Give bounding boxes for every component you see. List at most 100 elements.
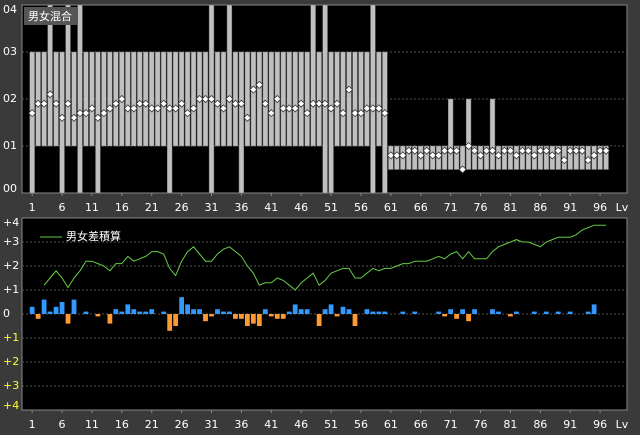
marker [327, 104, 336, 113]
marker [225, 94, 234, 104]
range-bar [113, 51, 119, 147]
diff-bar [412, 311, 418, 314]
marker [303, 109, 312, 118]
diff-bar [466, 314, 471, 322]
marker [440, 146, 449, 155]
diff-bar [328, 304, 334, 314]
marker [446, 146, 455, 155]
diff-bar [250, 314, 256, 324]
range-bar [59, 51, 65, 194]
x-tick-label: 86 [533, 201, 547, 214]
range-bar [424, 145, 430, 170]
range-bar [184, 51, 191, 147]
marker [332, 99, 342, 108]
diff-bar [364, 309, 370, 314]
x-tick-label: 1 [29, 418, 36, 431]
range-bar [161, 51, 167, 147]
range-bar [83, 51, 89, 147]
marker [273, 94, 282, 104]
marker [297, 99, 306, 108]
marker [135, 99, 144, 108]
marker [87, 104, 97, 113]
range-bar [501, 145, 508, 170]
marker [99, 109, 108, 118]
range-bar [322, 4, 328, 194]
x-tick-label: 61 [384, 201, 398, 214]
x-tick-label: 71 [444, 418, 458, 431]
y-tick-label: +3 [3, 235, 19, 248]
marker [93, 113, 102, 122]
range-bar [238, 51, 245, 194]
marker [602, 146, 611, 155]
range-bar [41, 51, 47, 147]
marker [285, 104, 294, 113]
range-bar [149, 51, 155, 147]
marker [165, 104, 174, 113]
marker [596, 146, 605, 155]
diff-bar [262, 309, 268, 314]
diff-bar [567, 311, 573, 314]
range-bar [65, 4, 71, 147]
marker [141, 99, 150, 108]
marker [207, 94, 216, 104]
diff-bar [215, 309, 220, 314]
diff-bar [268, 314, 274, 317]
x-tick-label: 1 [29, 201, 36, 214]
marker [566, 146, 575, 155]
marker [536, 146, 545, 155]
diff-bar [149, 309, 155, 314]
diff-bar [280, 314, 286, 319]
range-bar [268, 51, 274, 147]
marker [105, 104, 114, 113]
diff-bar [436, 311, 442, 314]
marker [315, 99, 324, 108]
diff-bar [442, 314, 448, 317]
range-bar [465, 98, 472, 170]
x-tick-label: 96 [593, 201, 607, 214]
diff-bar [460, 309, 465, 314]
x-tick-label: 21 [145, 418, 159, 431]
marker [183, 109, 192, 118]
diff-bar [29, 306, 35, 314]
range-bar [555, 145, 561, 170]
diff-bar [340, 306, 346, 314]
y-tick-label: 02 [3, 92, 17, 105]
x-tick-label: 51 [324, 201, 338, 214]
y-tick-label: +4 [3, 399, 19, 412]
marker [189, 104, 198, 113]
y-tick-label: +4 [3, 216, 19, 229]
marker [428, 151, 437, 160]
marker [57, 113, 67, 122]
range-bar [471, 145, 478, 170]
marker [512, 151, 521, 160]
diff-bar [161, 311, 167, 314]
marker [213, 99, 222, 108]
diff-bar [496, 311, 501, 314]
marker [291, 104, 300, 113]
diff-bar [35, 314, 41, 319]
range-bar [543, 145, 549, 170]
range-bar [47, 4, 53, 147]
range-bar [125, 51, 131, 147]
x-tick-label: 31 [205, 418, 219, 431]
range-bar [244, 51, 251, 147]
marker [34, 99, 43, 108]
y-tick-label: 01 [3, 139, 17, 152]
diff-bar [233, 314, 238, 319]
x-tick-label: 71 [444, 201, 458, 214]
range-bar [489, 98, 496, 170]
diff-bar [185, 304, 190, 314]
marker [40, 99, 49, 108]
marker [28, 109, 37, 118]
legend-label: 男女差積算 [66, 229, 121, 243]
marker [374, 104, 383, 113]
x-axis-label: Lv [616, 201, 629, 214]
marker [506, 146, 515, 155]
x-tick-label: 16 [115, 418, 129, 431]
x-axis-label: Lv [616, 418, 629, 431]
marker [52, 99, 61, 108]
marker [362, 104, 372, 113]
marker [81, 109, 91, 118]
marker [123, 104, 132, 113]
marker [560, 156, 569, 165]
